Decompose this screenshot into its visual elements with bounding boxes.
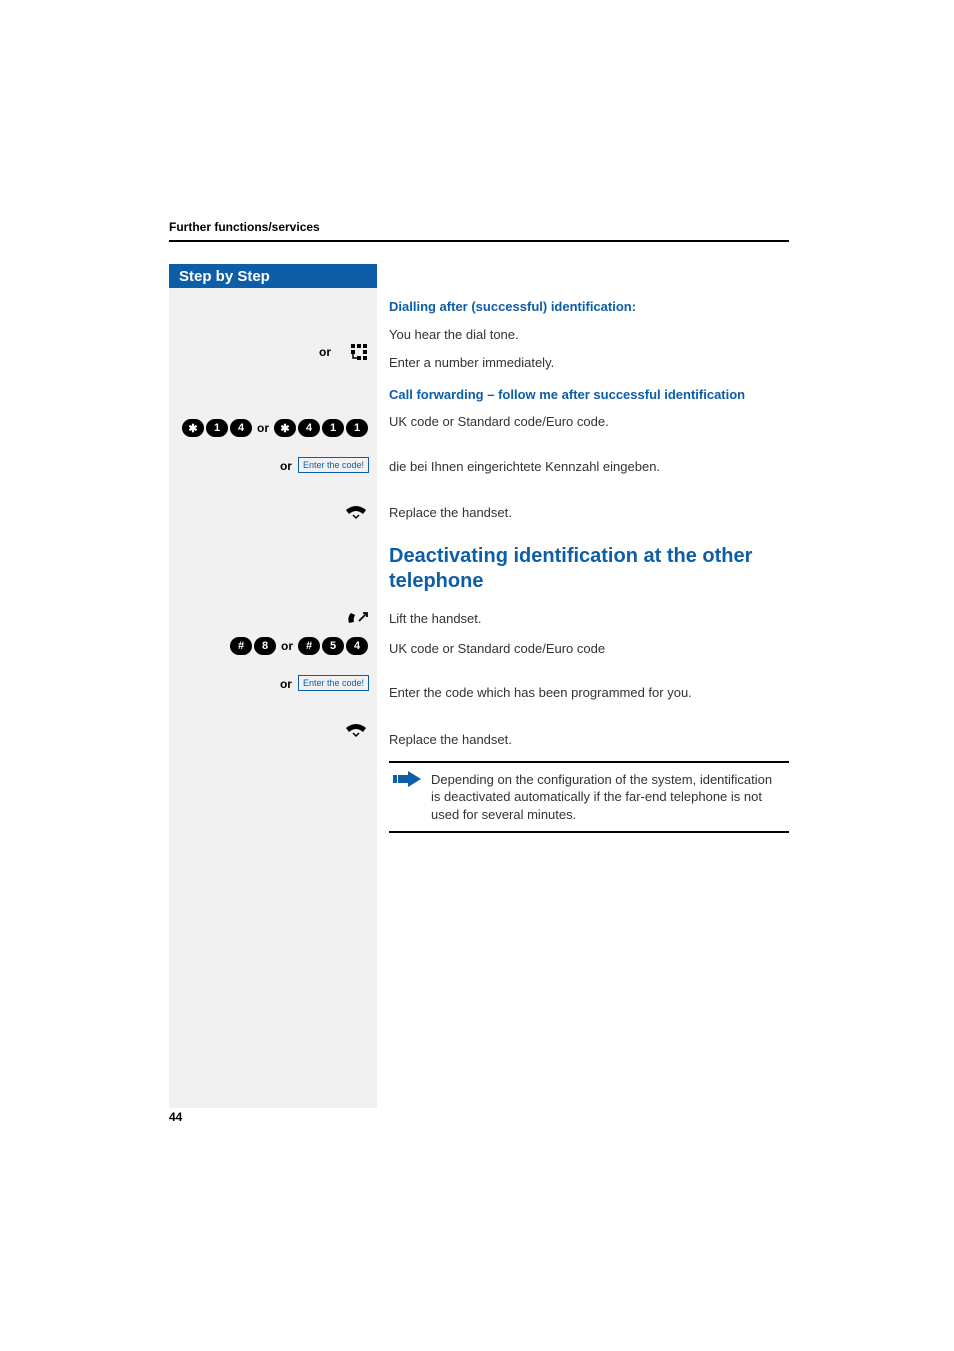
note-box: Depending on the configuration of the sy… [389,761,789,834]
content-column: Dialling after (successful) identificati… [377,264,789,1108]
row-or-codebox2: or Enter the code! [169,675,377,705]
note-arrow-icon [393,771,421,824]
key-4: 4 [298,419,320,437]
key-hash: # [230,637,252,655]
or-label: or [281,639,293,653]
page-content: Further functions/services Step by Step … [169,220,789,1108]
step-body: or ✱ 1 4 or ✱ [169,288,377,1108]
uk-code-text2: UK code or Standard code/Euro code [389,640,789,658]
handset-lift-icon [345,609,369,627]
key-5: 5 [322,637,344,655]
key-8: 8 [254,637,276,655]
step-by-step-header: Step by Step [169,264,377,288]
keypad-icon [349,342,369,362]
key-4: 4 [346,637,368,655]
or-label: or [319,345,331,359]
key-1: 1 [346,419,368,437]
enter-number-text: Enter a number immediately. [389,354,789,372]
enter-code-box: Enter the code! [298,457,369,473]
german-instruction: die bei Ihnen eingerichtete Kennzahl ein… [389,458,789,476]
row-lift-handset [169,607,377,629]
key-star: ✱ [274,419,296,437]
row-hash-codes: # 8 or # 5 4 [169,635,377,657]
row-or-codebox: or Enter the code! [169,457,377,487]
key-hash: # [298,637,320,655]
row-handset-down [169,501,377,523]
uk-code-text1: UK code or Standard code/Euro code. [389,413,789,431]
dialling-heading: Dialling after (successful) identificati… [389,298,789,316]
row-handset-down2 [169,719,377,741]
enter-programmed-text: Enter the code which has been programmed… [389,684,789,702]
two-column-layout: Step by Step or ✱ [169,264,789,1108]
key-1: 1 [206,419,228,437]
row-or-keypad: or [169,341,377,363]
page-number: 44 [169,1110,182,1124]
or-label: or [280,459,292,473]
handset-down-icon [343,722,369,738]
replace-handset1: Replace the handset. [389,504,789,522]
replace-handset2: Replace the handset. [389,731,789,749]
header-rule [169,240,789,242]
key-star: ✱ [182,419,204,437]
call-fwd-heading: Call forwarding – follow me after succes… [389,386,789,404]
deactivate-heading: Deactivating identification at the other… [389,544,789,594]
section-header: Further functions/services [169,220,789,234]
handset-down-icon [343,504,369,520]
enter-code-box: Enter the code! [298,675,369,691]
row-star-codes: ✱ 1 4 or ✱ 4 1 1 [169,417,377,439]
or-label: or [280,677,292,691]
dial-tone-text: You hear the dial tone. [389,326,789,344]
or-label: or [257,421,269,435]
note-text: Depending on the configuration of the sy… [431,771,783,824]
step-column: Step by Step or ✱ [169,264,377,1108]
lift-handset-text: Lift the handset. [389,610,789,628]
key-1: 1 [322,419,344,437]
key-4: 4 [230,419,252,437]
